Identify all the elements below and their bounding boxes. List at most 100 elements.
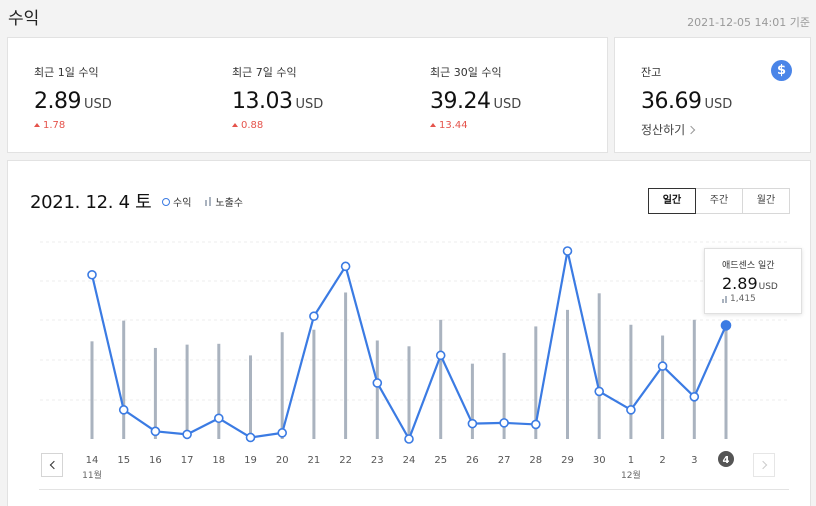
impressions-bar bbox=[407, 346, 411, 439]
revenue-point bbox=[245, 432, 256, 443]
revenue-point bbox=[340, 261, 351, 272]
impressions-bar bbox=[217, 343, 221, 439]
revenue-legend-icon bbox=[162, 197, 170, 206]
impressions-bar bbox=[185, 344, 189, 439]
month-label: 11월 bbox=[82, 469, 102, 481]
revenue-point bbox=[467, 418, 478, 429]
x-tick-label: 24 bbox=[403, 455, 416, 466]
impressions-bar bbox=[375, 340, 379, 439]
revenue-point bbox=[87, 269, 97, 280]
earnings-summary-card: 최근 1일 수익 2.89 USD 1.78 최근 7일 수익 13.03 USD … bbox=[7, 37, 608, 153]
period-daily-button[interactable]: 일간 bbox=[648, 188, 696, 214]
stat-value: 2.89 bbox=[34, 89, 81, 114]
chart-tooltip: 애드센스 일간 2.89USD 1,415 bbox=[704, 248, 802, 314]
revenue-point bbox=[657, 361, 668, 371]
balance-card: 잔고 36.69 USD 정산하기 $ bbox=[614, 37, 811, 153]
stat-change: 13.44 bbox=[430, 120, 521, 131]
x-tick-label: 19 bbox=[244, 455, 257, 466]
period-monthly-button[interactable]: 월간 bbox=[742, 188, 790, 214]
x-tick-label: 23 bbox=[371, 455, 384, 466]
impressions-bar bbox=[534, 326, 538, 439]
x-tick-label: 29 bbox=[561, 455, 574, 466]
impressions-bar bbox=[661, 335, 665, 439]
revenue-point-selected bbox=[720, 320, 732, 331]
revenue-point bbox=[214, 413, 224, 424]
stat-unit: USD bbox=[295, 97, 324, 112]
impressions-legend-icon bbox=[205, 197, 212, 206]
x-tick-label: 26 bbox=[466, 455, 479, 466]
next-period-button[interactable] bbox=[753, 453, 775, 477]
x-tick-label: 1 bbox=[628, 455, 634, 466]
revenue-point bbox=[118, 405, 129, 415]
revenue-point bbox=[562, 246, 573, 256]
impressions-icon bbox=[722, 295, 727, 303]
previous-period-button[interactable] bbox=[41, 453, 63, 477]
revenue-point bbox=[626, 405, 636, 415]
revenue-point bbox=[277, 428, 288, 438]
increase-triangle-icon bbox=[232, 123, 238, 127]
tooltip-unit: USD bbox=[758, 282, 778, 292]
stat-unit: USD bbox=[83, 97, 112, 112]
stat-label: 최근 7일 수익 bbox=[232, 66, 297, 79]
stat-unit: USD bbox=[493, 97, 522, 112]
revenue-point bbox=[309, 311, 319, 322]
tooltip-value: 2.89 bbox=[722, 274, 758, 293]
x-tick-label: 18 bbox=[212, 455, 225, 466]
impressions-bar bbox=[122, 320, 126, 439]
impressions-bar bbox=[153, 347, 157, 439]
x-tick-label: 14 bbox=[86, 455, 99, 466]
impressions-bar bbox=[629, 324, 633, 439]
impressions-bar bbox=[566, 309, 569, 439]
revenue-point bbox=[689, 391, 700, 402]
impressions-bar bbox=[724, 321, 728, 439]
x-tick-label: 2 bbox=[659, 455, 665, 466]
balance-label: 잔고 bbox=[641, 66, 662, 79]
legend-revenue: 수익 bbox=[173, 198, 192, 209]
revenue-point bbox=[530, 419, 541, 430]
x-tick-label: 30 bbox=[593, 455, 606, 466]
tooltip-title: 애드센스 일간 bbox=[722, 261, 775, 271]
stat-30day: 최근 30일 수익 39.24 USD 13.44 bbox=[430, 64, 521, 131]
dollar-icon: $ bbox=[771, 60, 792, 81]
stat-value: 13.03 bbox=[232, 89, 293, 114]
x-tick-label: 15 bbox=[117, 455, 130, 466]
x-tick-label: 4 bbox=[723, 455, 730, 466]
month-label: 12월 bbox=[621, 469, 641, 481]
chart-bottom-divider bbox=[39, 489, 789, 490]
impressions-bar bbox=[344, 292, 348, 439]
impressions-bar bbox=[280, 332, 284, 439]
tooltip-impressions: 1,415 bbox=[722, 294, 801, 304]
revenue-point bbox=[372, 378, 383, 388]
stat-change: 0.88 bbox=[232, 120, 323, 131]
revenue-point bbox=[435, 350, 446, 361]
impressions-bar bbox=[692, 319, 696, 439]
x-tick-label: 21 bbox=[308, 455, 321, 466]
x-tick-label: 22 bbox=[339, 455, 352, 466]
x-tick-label: 20 bbox=[276, 455, 289, 466]
stat-label: 최근 1일 수익 bbox=[34, 66, 99, 79]
increase-triangle-icon bbox=[34, 123, 40, 127]
x-tick-label: 27 bbox=[498, 455, 511, 466]
settle-link[interactable]: 정산하기 bbox=[641, 121, 732, 138]
stat-label: 최근 30일 수익 bbox=[430, 66, 502, 79]
chevron-right-icon bbox=[758, 460, 768, 470]
x-tick-label: 16 bbox=[149, 455, 162, 466]
x-tick-label: 17 bbox=[181, 455, 194, 466]
impressions-bar bbox=[312, 329, 316, 439]
timestamp: 2021-12-05 14:01 기준 bbox=[687, 16, 810, 29]
impressions-bar bbox=[470, 363, 474, 439]
balance-unit: USD bbox=[704, 97, 733, 112]
stat-1day: 최근 1일 수익 2.89 USD 1.78 bbox=[34, 64, 112, 131]
period-toggle: 일간 주간 월간 bbox=[648, 188, 790, 214]
revenue-point bbox=[150, 426, 161, 437]
stat-value: 39.24 bbox=[430, 89, 491, 114]
increase-triangle-icon bbox=[430, 123, 436, 127]
page-title: 수익 bbox=[8, 9, 40, 29]
selected-date-marker bbox=[718, 451, 734, 467]
stat-change: 1.78 bbox=[34, 120, 112, 131]
impressions-bar bbox=[439, 319, 443, 439]
impressions-bar bbox=[502, 352, 506, 439]
x-tick-label: 28 bbox=[529, 455, 542, 466]
revenue-point bbox=[182, 429, 192, 440]
